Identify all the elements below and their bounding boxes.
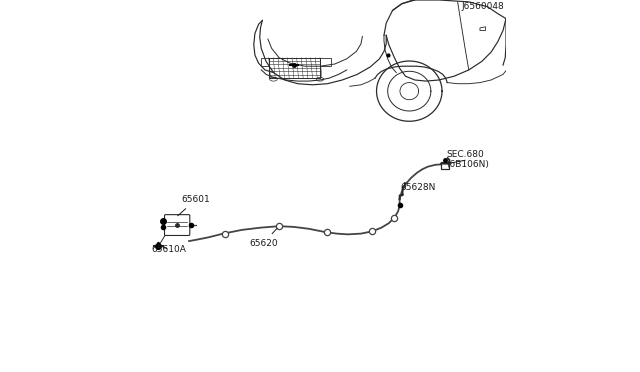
Bar <box>320 58 331 66</box>
Text: SEC.680
(6B106N): SEC.680 (6B106N) <box>447 150 490 169</box>
Text: 65601: 65601 <box>178 195 211 216</box>
Bar <box>441 162 449 169</box>
FancyBboxPatch shape <box>164 215 190 235</box>
Text: J6560048: J6560048 <box>461 2 504 11</box>
Text: 65628N: 65628N <box>400 183 435 195</box>
Text: 65610A: 65610A <box>152 245 187 254</box>
Text: 65620: 65620 <box>249 228 278 247</box>
Bar <box>261 58 269 66</box>
